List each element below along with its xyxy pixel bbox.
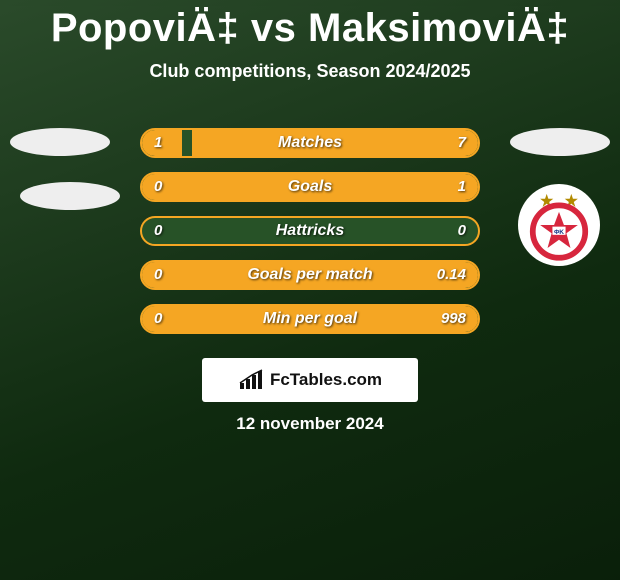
crvena-zvezda-icon: ΦK [518, 184, 600, 266]
stats-container: 17Matches 01Goals 00Hattricks 00.14Goals pe… [140, 128, 480, 348]
stat-label: Min per goal [142, 306, 478, 332]
stat-label: Hattricks [142, 218, 478, 244]
player-left-placeholder-1 [10, 128, 110, 156]
stat-row: 01Goals [140, 172, 480, 202]
stat-row: 00Hattricks [140, 216, 480, 246]
svg-text:ΦK: ΦK [554, 229, 564, 236]
stat-row: 00.14Goals per match [140, 260, 480, 290]
club-badge-right: ΦK [518, 184, 600, 266]
stat-label: Matches [142, 130, 478, 156]
page-title: PopoviÄ‡ vs MaksimoviÄ‡ [0, 6, 620, 51]
page-subtitle: Club competitions, Season 2024/2025 [0, 61, 620, 82]
bar-chart-icon [238, 369, 264, 391]
stat-row: 17Matches [140, 128, 480, 158]
stat-row: 0998Min per goal [140, 304, 480, 334]
brand-name: FcTables.com [270, 370, 382, 390]
player-right-placeholder-1 [510, 128, 610, 156]
stat-label: Goals [142, 174, 478, 200]
player-left-placeholder-2 [20, 182, 120, 210]
footer-date: 12 november 2024 [0, 414, 620, 434]
stat-label: Goals per match [142, 262, 478, 288]
brand-box[interactable]: FcTables.com [202, 358, 418, 402]
